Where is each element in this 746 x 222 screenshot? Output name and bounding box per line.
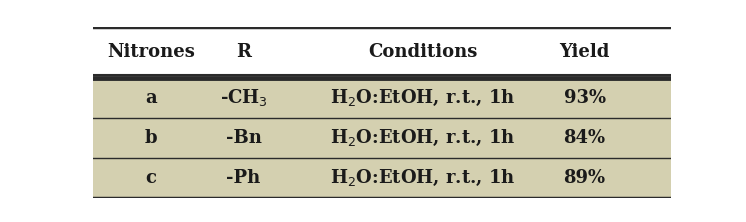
Text: 84%: 84% <box>564 129 606 147</box>
Text: 89%: 89% <box>564 169 606 187</box>
Text: 93%: 93% <box>564 89 606 107</box>
Bar <box>93 158 671 198</box>
Text: a: a <box>145 89 157 107</box>
Text: c: c <box>145 169 157 187</box>
Text: -CH$_3$: -CH$_3$ <box>219 87 268 108</box>
Text: Nitrones: Nitrones <box>107 43 195 61</box>
Text: -Bn: -Bn <box>225 129 262 147</box>
Text: -Ph: -Ph <box>227 169 260 187</box>
Bar <box>93 118 671 158</box>
Text: Conditions: Conditions <box>368 43 477 61</box>
Bar <box>93 78 671 118</box>
Text: R: R <box>236 43 251 61</box>
Bar <box>93 27 671 78</box>
Text: b: b <box>145 129 157 147</box>
Text: H$_2$O:EtOH, r.t., 1h: H$_2$O:EtOH, r.t., 1h <box>330 88 515 108</box>
Text: Yield: Yield <box>560 43 610 61</box>
Text: H$_2$O:EtOH, r.t., 1h: H$_2$O:EtOH, r.t., 1h <box>330 168 515 188</box>
Text: H$_2$O:EtOH, r.t., 1h: H$_2$O:EtOH, r.t., 1h <box>330 128 515 148</box>
